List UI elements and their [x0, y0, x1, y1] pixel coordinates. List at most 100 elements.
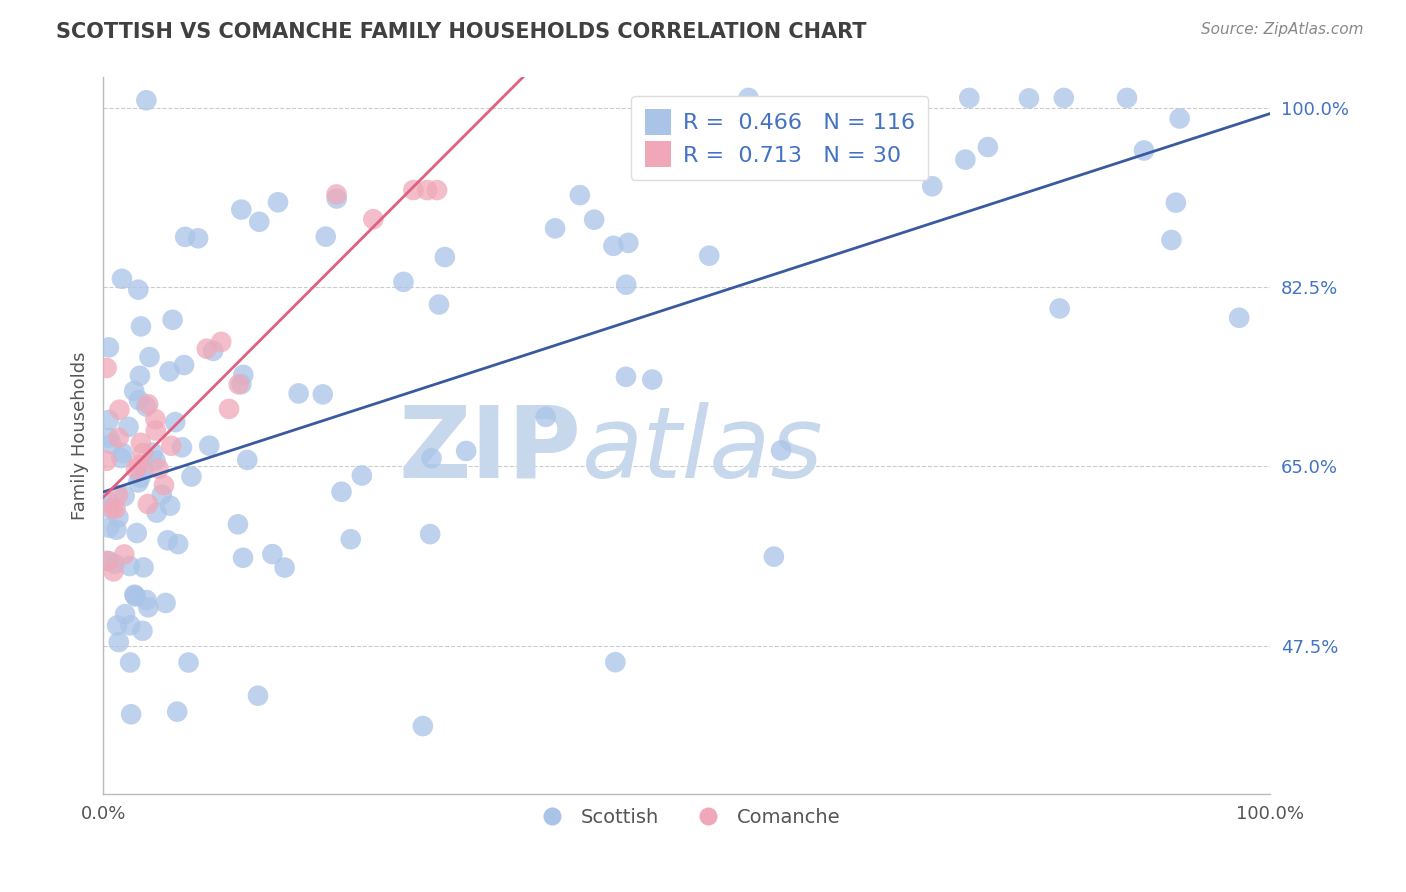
Point [614, 369, 637, 384]
Point [145, 506, 167, 520]
Point [350, 468, 373, 483]
Point [187, 231, 209, 245]
Point [138, 350, 160, 364]
Point [433, 250, 456, 264]
Point [402, 183, 425, 197]
Point [97, 495, 120, 509]
Point [325, 192, 347, 206]
Point [325, 187, 347, 202]
Point [136, 600, 159, 615]
Point [124, 590, 146, 604]
Point [762, 549, 785, 564]
Point [155, 596, 177, 610]
Point [1049, 301, 1071, 316]
Point [160, 439, 183, 453]
Point [534, 409, 557, 424]
Point [1018, 91, 1040, 105]
Point [392, 275, 415, 289]
Point [110, 450, 132, 465]
Point [122, 384, 145, 398]
Point [145, 453, 167, 467]
Point [737, 91, 759, 105]
Point [426, 183, 449, 197]
Point [135, 593, 157, 607]
Point [419, 527, 441, 541]
Point [127, 283, 149, 297]
Point [1164, 195, 1187, 210]
Point [267, 195, 290, 210]
Point [162, 312, 184, 326]
Point [262, 547, 284, 561]
Text: Source: ZipAtlas.com: Source: ZipAtlas.com [1201, 22, 1364, 37]
Point [165, 415, 187, 429]
Point [226, 517, 249, 532]
Point [209, 334, 232, 349]
Point [156, 533, 179, 548]
Point [118, 559, 141, 574]
Point [107, 488, 129, 502]
Point [198, 439, 221, 453]
Point [120, 656, 142, 670]
Point [145, 424, 167, 438]
Point [129, 319, 152, 334]
Point [120, 707, 142, 722]
Point [246, 689, 269, 703]
Point [97, 340, 120, 354]
Point [339, 532, 361, 546]
Point [97, 554, 120, 568]
Point [100, 437, 122, 451]
Point [177, 656, 200, 670]
Text: ZIP: ZIP [398, 401, 582, 499]
Point [236, 453, 259, 467]
Point [1133, 144, 1156, 158]
Point [105, 618, 128, 632]
Point [416, 183, 439, 197]
Point [124, 589, 146, 603]
Point [955, 153, 977, 167]
Point [159, 364, 181, 378]
Point [977, 140, 1000, 154]
Point [770, 443, 793, 458]
Point [117, 420, 139, 434]
Point [697, 249, 720, 263]
Point [129, 470, 152, 484]
Text: SCOTTISH VS COMANCHE FAMILY HOUSEHOLDS CORRELATION CHART: SCOTTISH VS COMANCHE FAMILY HOUSEHOLDS C… [56, 22, 866, 42]
Legend: Scottish, Comanche: Scottish, Comanche [524, 800, 848, 835]
Point [125, 462, 148, 476]
Point [159, 499, 181, 513]
Point [602, 239, 624, 253]
Point [103, 565, 125, 579]
Point [124, 588, 146, 602]
Point [96, 454, 118, 468]
Point [668, 122, 690, 136]
Point [661, 109, 683, 123]
Point [544, 221, 567, 235]
Point [111, 446, 134, 460]
Point [456, 444, 478, 458]
Point [128, 458, 150, 472]
Point [273, 560, 295, 574]
Point [1160, 233, 1182, 247]
Point [1227, 310, 1250, 325]
Point [247, 215, 270, 229]
Point [97, 431, 120, 445]
Point [97, 413, 120, 427]
Point [315, 229, 337, 244]
Point [120, 618, 142, 632]
Point [614, 277, 637, 292]
Point [131, 624, 153, 638]
Point [180, 469, 202, 483]
Point [1168, 112, 1191, 126]
Text: atlas: atlas [582, 401, 823, 499]
Point [108, 402, 131, 417]
Point [232, 368, 254, 382]
Point [136, 497, 159, 511]
Point [150, 488, 173, 502]
Point [287, 386, 309, 401]
Y-axis label: Family Households: Family Households [72, 351, 89, 520]
Point [361, 212, 384, 227]
Point [107, 431, 129, 445]
Point [202, 343, 225, 358]
Point [228, 377, 250, 392]
Point [135, 400, 157, 414]
